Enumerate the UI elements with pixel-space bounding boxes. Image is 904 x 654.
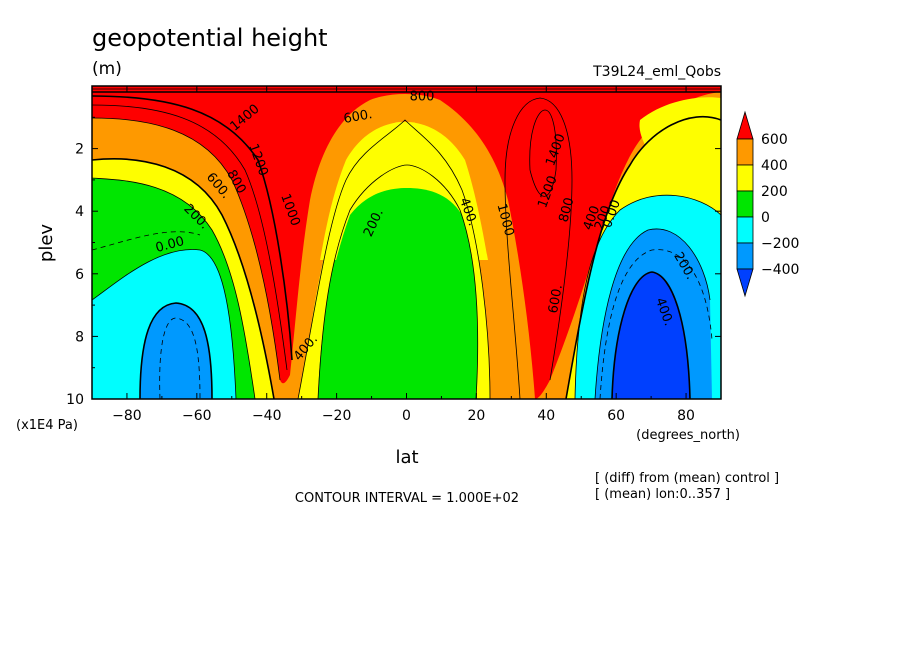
contour-line <box>139 302 213 399</box>
x-tick-label: 20 <box>467 408 485 424</box>
field-yellow-north-cap <box>639 97 721 155</box>
y-tick-label: 10 <box>66 392 84 408</box>
contour-line <box>92 95 293 361</box>
colorbar-segment <box>736 190 754 218</box>
x-axis-ticks: −80 −60 −40 −20 0 20 40 60 80 <box>112 86 695 424</box>
contour-line <box>92 249 237 399</box>
x-tick-label: 0 <box>402 408 411 424</box>
contour-label: 0.00 <box>154 234 186 256</box>
x-axis-label: lat <box>395 447 418 468</box>
y-axis-label: plev <box>36 224 57 263</box>
colorbar-label: −200 <box>761 236 799 252</box>
colorbar-label: 600 <box>761 132 788 148</box>
x-tick-label: 60 <box>607 408 625 424</box>
experiment-label: T39L24_eml_Qobs <box>592 64 721 80</box>
field-orange-inner <box>338 100 478 160</box>
contour-line <box>317 164 479 399</box>
colorbar-segment <box>736 138 754 166</box>
contour-line <box>92 158 275 399</box>
y-tick-label: 4 <box>75 204 84 220</box>
y-tick-label: 2 <box>75 142 84 158</box>
colorbar-label: −400 <box>761 262 799 278</box>
contour-label: 800 <box>557 196 578 224</box>
contour-line <box>297 119 491 399</box>
contour-line-negative <box>92 231 201 251</box>
contour-line-negative <box>599 249 713 399</box>
field-red-upper <box>92 86 721 399</box>
y-tick-label: 6 <box>75 267 84 283</box>
field-blue-south <box>140 303 212 399</box>
field-green-core <box>318 188 478 399</box>
contour-label: 600. <box>546 283 566 314</box>
colorbar-segment <box>736 110 754 140</box>
contour-line-negative <box>159 317 201 399</box>
y-tick-label: 8 <box>75 329 84 345</box>
x-tick-label: 40 <box>537 408 555 424</box>
note-diff: [ (diff) from (mean) control ] <box>595 471 779 486</box>
colorbar-segment <box>736 164 754 192</box>
colorbar-label: 400 <box>761 158 788 174</box>
colorbar: 600 400 200 0 −200 −400 <box>736 110 799 298</box>
x-axis-units: (degrees_north) <box>636 428 740 443</box>
x-tick-label: −40 <box>252 408 282 424</box>
x-tick-label: −20 <box>322 408 352 424</box>
note-mean: [ (mean) lon:0..357 ] <box>595 487 730 502</box>
contour-label: 800 <box>410 90 435 105</box>
contour-line <box>504 97 573 399</box>
contour-line <box>92 177 256 399</box>
x-tick-label: −60 <box>182 408 212 424</box>
contour-line <box>529 109 557 197</box>
contour-line <box>574 194 721 399</box>
x-tick-label: −80 <box>112 408 142 424</box>
y-axis-ticks: 2 4 6 8 10 <box>66 116 721 408</box>
contour-interval-text: CONTOUR INTERVAL = 1.000E+02 <box>295 491 519 506</box>
field-darkblue-north <box>612 272 690 399</box>
contour-line <box>594 228 711 399</box>
colorbar-segment <box>736 268 754 298</box>
y-axis-units: (x1E4 Pa) <box>16 418 78 433</box>
contour-line <box>92 104 288 371</box>
contour-label: 600. <box>342 107 373 127</box>
colorbar-segment <box>736 242 754 270</box>
contour-field <box>92 86 721 399</box>
contour-line <box>611 271 691 399</box>
chart-units: (m) <box>92 59 122 79</box>
x-tick-label: 80 <box>677 408 695 424</box>
colorbar-label: 200 <box>761 184 788 200</box>
contour-line <box>92 117 281 381</box>
colorbar-label: 0 <box>761 210 770 226</box>
chart-title: geopotential height <box>92 24 328 52</box>
colorbar-segment <box>736 216 754 244</box>
